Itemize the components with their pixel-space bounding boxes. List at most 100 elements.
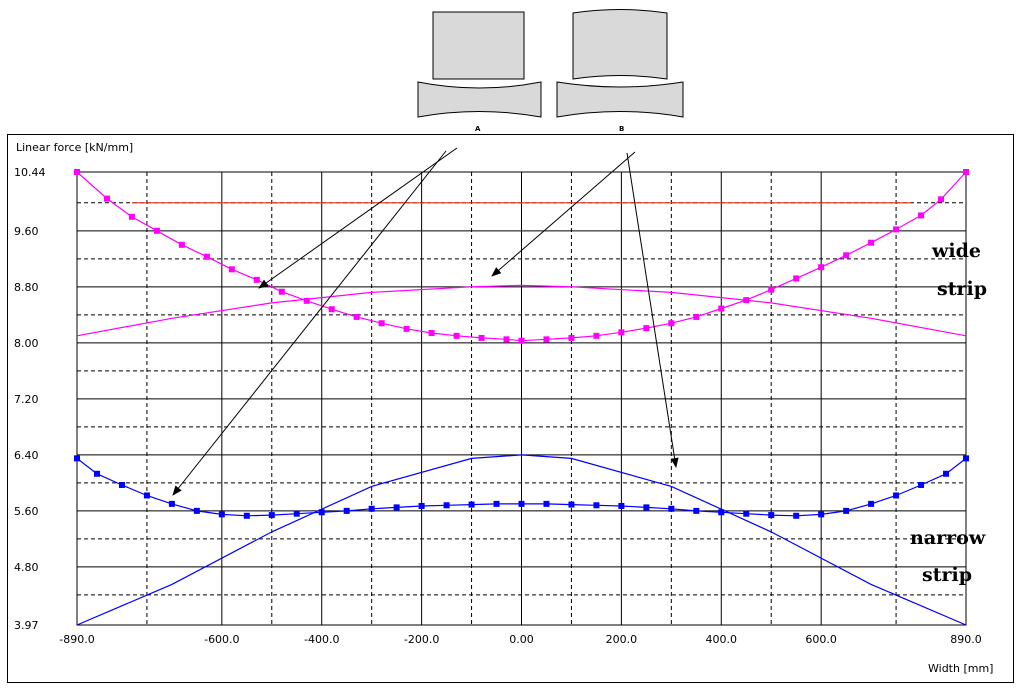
series-2-marker [503,336,510,343]
roll-a-upper-block [432,11,525,80]
x-tick-label: -400.0 [304,633,339,646]
series-4-marker [643,504,650,511]
series-2-marker [303,297,310,304]
series-2-marker [768,286,775,293]
series-2-marker [518,337,525,344]
y-tick-label: 4.80 [14,561,39,574]
series-2-marker [868,239,875,246]
roll-b-upper-block [572,9,668,80]
series-2-marker [718,305,725,312]
series-2-marker [378,320,385,327]
series-4-marker [593,502,600,509]
x-tick-label: 200.0 [606,633,638,646]
y-tick-label: 3.97 [14,619,39,632]
series-line-3 [76,454,967,626]
series-4-marker [493,500,500,507]
y-tick-label: 6.40 [14,449,39,462]
series-4-marker [468,501,475,508]
roll-diagram: A B [417,9,684,133]
chart-frame [7,134,1014,683]
series-2-marker [428,330,435,337]
series-4-marker [568,501,575,508]
arrow-a-to-narrow [172,150,447,496]
series-layer [74,169,969,626]
series-4-marker [268,512,275,519]
series-2-marker [618,329,625,336]
series-2-marker [593,332,600,339]
series-2-marker [353,313,360,320]
series-2-marker [643,325,650,332]
series-4-marker [893,492,900,499]
series-4-marker [518,500,525,507]
y-tick-label: 8.80 [14,281,39,294]
series-2-marker [793,275,800,282]
series-4-marker [393,504,400,511]
series-2-marker [543,336,550,343]
series-2-marker [203,253,210,260]
arrow-b-to-narrow [626,152,679,468]
series-2-marker [453,332,460,339]
annotation-arrows [172,147,679,496]
x-tick-labels: -890.0 -600.0 -400.0 -200.0 0.00 200.0 400.0 60… [59,633,981,646]
y-tick-label: 7.20 [14,393,39,406]
series-2-marker [103,195,110,202]
series-4-marker [618,502,625,509]
roll-a-label: A [475,125,481,133]
x-tick-label: -200.0 [404,633,439,646]
series-2-marker [478,334,485,341]
series-2-marker [743,297,750,304]
roll-b-lower-block [556,81,684,118]
x-tick-label: -600.0 [204,633,239,646]
series-2-marker [843,252,850,259]
series-4-marker [293,510,300,517]
narrow-strip-label: strip [922,564,972,586]
series-4-marker [793,512,800,519]
roll-a-lower-block [417,81,542,118]
series-4-marker [918,481,925,488]
series-2-marker [74,169,80,175]
x-tick-label: 0.00 [509,633,534,646]
y-tick-label: 10.44 [14,166,46,179]
narrow-label: narrow [910,527,986,549]
grid [76,171,967,626]
series-2-marker [178,241,185,248]
series-4-marker [543,500,550,507]
series-2-marker [568,334,575,341]
series-2-marker [328,306,335,313]
series-2-marker [668,320,675,327]
series-4-marker [718,509,725,516]
y-axis-title: Linear force [kN/mm] [16,141,133,154]
series-4-marker [343,507,350,514]
series-4-marker [668,505,675,512]
series-4-marker [168,500,175,507]
series-4-marker [143,492,150,499]
series-2-marker [153,227,160,234]
series-2-marker [818,264,825,271]
series-4-marker [118,481,125,488]
series-4-marker [318,509,325,516]
series-4-marker [843,507,850,514]
series-4-marker [443,502,450,509]
series-2-marker [963,169,969,175]
series-4-marker [768,512,775,519]
series-2-marker [938,196,945,203]
series-2-marker [278,288,285,295]
wide-strip-label: strip [937,278,987,300]
x-tick-label: 890.0 [950,633,982,646]
series-2-marker [228,266,235,273]
arrow-b-to-wide [491,151,636,277]
wide-label: wide [931,240,981,262]
series-4-marker [368,505,375,512]
series-4-marker [868,500,875,507]
series-4-marker [74,455,80,462]
y-tick-label: 8.00 [14,337,39,350]
series-4-marker [418,502,425,509]
arrow-a-to-wide [258,147,458,289]
series-2-marker [693,313,700,320]
x-axis-title: Width [mm] [928,662,993,675]
y-tick-label: 5.60 [14,505,39,518]
series-4-marker [743,510,750,517]
series-4-marker [193,507,200,514]
series-2-marker [893,226,900,233]
series-4-marker [243,512,250,519]
